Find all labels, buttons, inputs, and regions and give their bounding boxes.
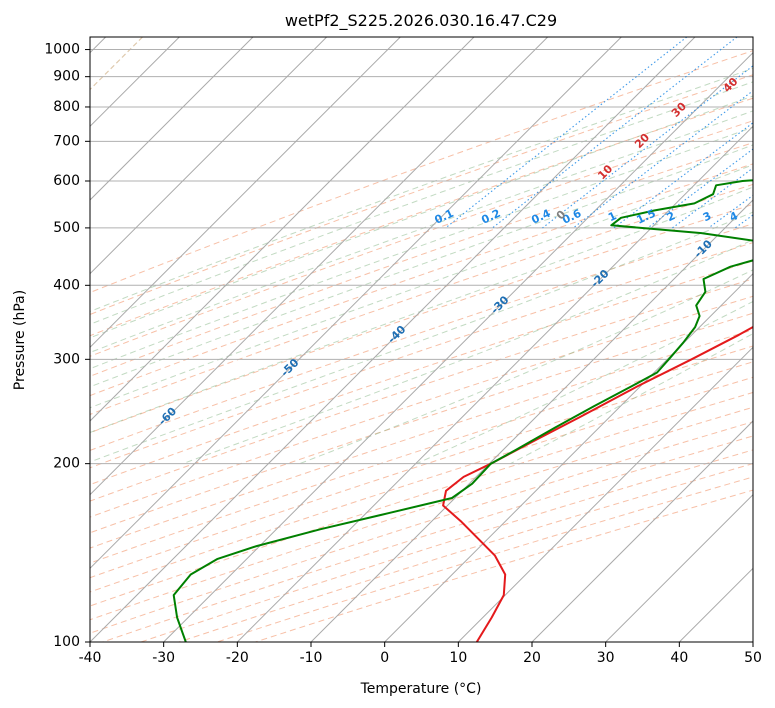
moist-adiabat-line <box>90 67 753 313</box>
y-tick-label: 900 <box>53 69 80 85</box>
dry-adiabat-line <box>90 329 753 549</box>
isotherm-line <box>90 37 622 570</box>
axes: -40 -30 -20 -10 0 10 20 30 40 50 1000 900 800 700 600 5… <box>44 42 762 666</box>
y-tick-label: 700 <box>53 133 80 149</box>
dewpoint-profile-line <box>172 179 753 642</box>
y-tick-label: 200 <box>53 456 80 472</box>
moist-adiabat-line <box>90 164 753 409</box>
mixing-ratio-line <box>445 37 688 229</box>
y-tick-label: 600 <box>53 173 80 189</box>
y-tick-label: 400 <box>53 277 80 293</box>
background-lines <box>90 37 753 642</box>
dry-adiabat-line <box>178 463 753 642</box>
dry-adiabat-line <box>90 183 753 415</box>
x-tick-label: 10 <box>449 650 467 666</box>
moist-adiabat-line <box>90 110 753 354</box>
x-tick-label: -30 <box>152 650 175 666</box>
isotherm-line <box>384 272 753 642</box>
mixing-ratio-line <box>613 122 753 229</box>
x-tick-label: 20 <box>523 650 541 666</box>
dry-adiabat-line <box>140 449 753 642</box>
plot-frame <box>89 36 754 643</box>
y-tick-label: 500 <box>53 220 80 236</box>
dry-adiabat-line <box>90 120 753 357</box>
x-tick-label: 0 <box>380 650 389 666</box>
isotherm-line <box>90 37 254 201</box>
x-tick-label: 40 <box>670 650 688 666</box>
isotherm-line <box>90 37 696 642</box>
isotherm-line <box>236 125 753 642</box>
y-tick-label: 100 <box>53 634 80 650</box>
y-tick-label: 300 <box>53 351 80 367</box>
isotherm-line <box>90 37 475 422</box>
dry-adiabat-line <box>90 163 753 397</box>
moist-adiabat-line <box>90 211 753 463</box>
x-tick-label: 50 <box>744 650 762 666</box>
y-tick-label: 800 <box>53 99 80 115</box>
isotherm-line <box>457 346 753 642</box>
isotherm-line <box>310 199 753 642</box>
x-tick-label: -10 <box>300 650 323 666</box>
isotherm-line <box>163 51 753 642</box>
moist-adiabat-line <box>90 81 753 325</box>
dry-adiabat-line <box>90 376 753 593</box>
temperature-profile-line <box>442 325 753 642</box>
data-series <box>172 179 753 642</box>
isotherm-line <box>90 37 328 275</box>
dry-adiabat-line <box>90 97 753 337</box>
x-axis-label: Temperature (°C) <box>360 681 482 697</box>
mixing-ratio-line <box>542 65 753 229</box>
y-axis-label: Pressure (hPa) <box>12 290 28 390</box>
isotherm-line <box>531 420 753 642</box>
moist-adiabat-line <box>416 300 753 465</box>
dry-adiabat-line <box>90 223 753 451</box>
moist-adiabat-line <box>90 126 753 370</box>
dry-adiabat-line <box>90 142 753 377</box>
isotherm-line <box>605 493 753 642</box>
dry-adiabat-line <box>90 203 753 434</box>
dry-adiabat-line <box>90 345 753 564</box>
dry-adiabat-line <box>255 489 753 642</box>
x-tick-label: -20 <box>226 650 249 666</box>
moist-adiabat-line <box>90 186 753 434</box>
y-tick-label: 1000 <box>44 42 80 58</box>
x-tick-label: 30 <box>597 650 615 666</box>
isotherm-line <box>90 37 401 349</box>
x-tick-label: -40 <box>79 650 102 666</box>
chart-title: wetPf2_S225.2026.030.16.47.C29 <box>285 11 557 31</box>
dry-adiabat-line <box>217 476 753 642</box>
isotherm-line <box>90 37 549 496</box>
dry-adiabat-line <box>90 361 753 579</box>
mixing-ratio-line <box>672 167 753 229</box>
